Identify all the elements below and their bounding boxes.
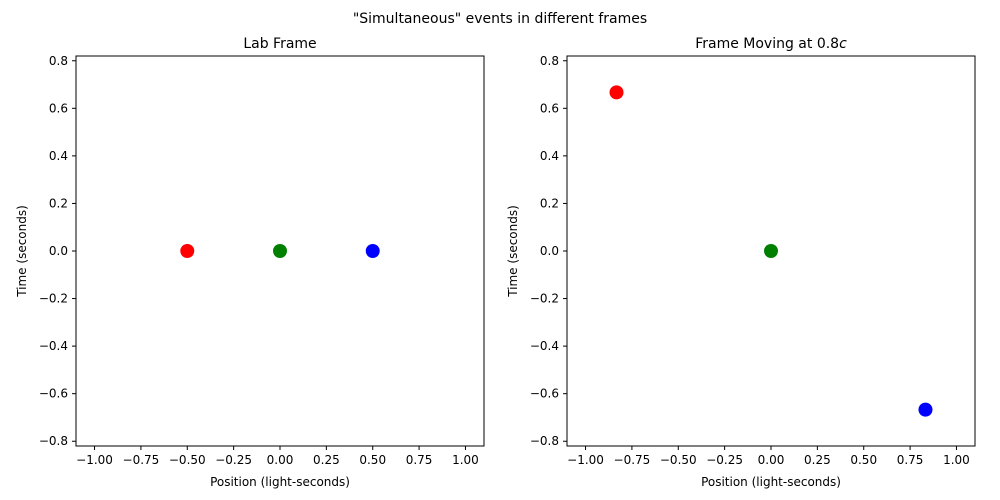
x-axis-label: Position (light-seconds) xyxy=(701,475,841,489)
x-tick-label: −0.75 xyxy=(123,453,160,467)
x-tick-label: 0.00 xyxy=(267,453,294,467)
y-tick-label: 0.6 xyxy=(540,101,559,115)
event-point xyxy=(365,244,380,258)
x-tick-label: 0.50 xyxy=(850,453,877,467)
x-tick-label: 0.00 xyxy=(758,453,785,467)
y-tick-label: −0.2 xyxy=(530,292,559,306)
subplot-title-moving-frame: Frame Moving at 0.8c xyxy=(695,36,847,52)
y-tick-label: −0.8 xyxy=(39,434,68,448)
subplot-lab-frame: −1.00 −0.75 −0.50 −0.25 0.00 0.25 0.50 0.75 1.00… xyxy=(15,36,485,489)
x-tick-label: 1.00 xyxy=(943,453,970,467)
y-tick-label: 0.8 xyxy=(49,54,68,68)
x-tick-label: 0.75 xyxy=(406,453,433,467)
event-point xyxy=(180,244,195,258)
x-axis-label: Position (light-seconds) xyxy=(210,475,350,489)
subplot-title-lab-frame: Lab Frame xyxy=(243,36,316,52)
y-tick-label: 0.6 xyxy=(49,101,68,115)
y-tick-label: −0.4 xyxy=(39,339,68,353)
subplot-moving-frame: −1.00 −0.75 −0.50 −0.25 0.00 0.25 0.50 0.75 1.00… xyxy=(506,36,976,489)
x-tick-label: −0.50 xyxy=(660,453,697,467)
event-point xyxy=(609,85,624,100)
y-tick-label: −0.8 xyxy=(530,434,559,448)
y-tick-label: 0.0 xyxy=(49,244,68,258)
event-point xyxy=(764,244,778,258)
x-tick-label: −0.25 xyxy=(215,453,252,467)
subplot-title-italic-suffix: c xyxy=(839,36,847,52)
y-tick-label: 0.2 xyxy=(540,196,559,210)
event-point xyxy=(918,402,933,417)
x-tick-label: −1.00 xyxy=(76,453,113,467)
figure-title: "Simultaneous" events in different frame… xyxy=(353,11,647,27)
x-tick-label: 1.00 xyxy=(452,453,479,467)
y-tick-label: −0.6 xyxy=(39,387,68,401)
y-tick-label: 0.4 xyxy=(49,149,68,163)
y-tick-label: −0.2 xyxy=(39,292,68,306)
y-tick-label: 0.2 xyxy=(49,196,68,210)
y-tick-label: −0.6 xyxy=(530,387,559,401)
x-tick-label: −0.75 xyxy=(614,453,651,467)
x-tick-label: 0.75 xyxy=(897,453,924,467)
x-tick-label: −0.50 xyxy=(169,453,206,467)
y-axis-label: Time (seconds) xyxy=(506,205,520,298)
x-tick-label: −1.00 xyxy=(567,453,604,467)
x-tick-label: 0.25 xyxy=(804,453,831,467)
y-tick-label: 0.8 xyxy=(540,54,559,68)
x-tick-label: 0.50 xyxy=(359,453,386,467)
event-point xyxy=(273,244,287,258)
y-tick-label: 0.4 xyxy=(540,149,559,163)
y-tick-label: 0.0 xyxy=(540,244,559,258)
y-tick-label: −0.4 xyxy=(530,339,559,353)
x-tick-label: 0.25 xyxy=(313,453,340,467)
x-tick-label: −0.25 xyxy=(706,453,743,467)
y-axis-label: Time (seconds) xyxy=(15,205,29,298)
